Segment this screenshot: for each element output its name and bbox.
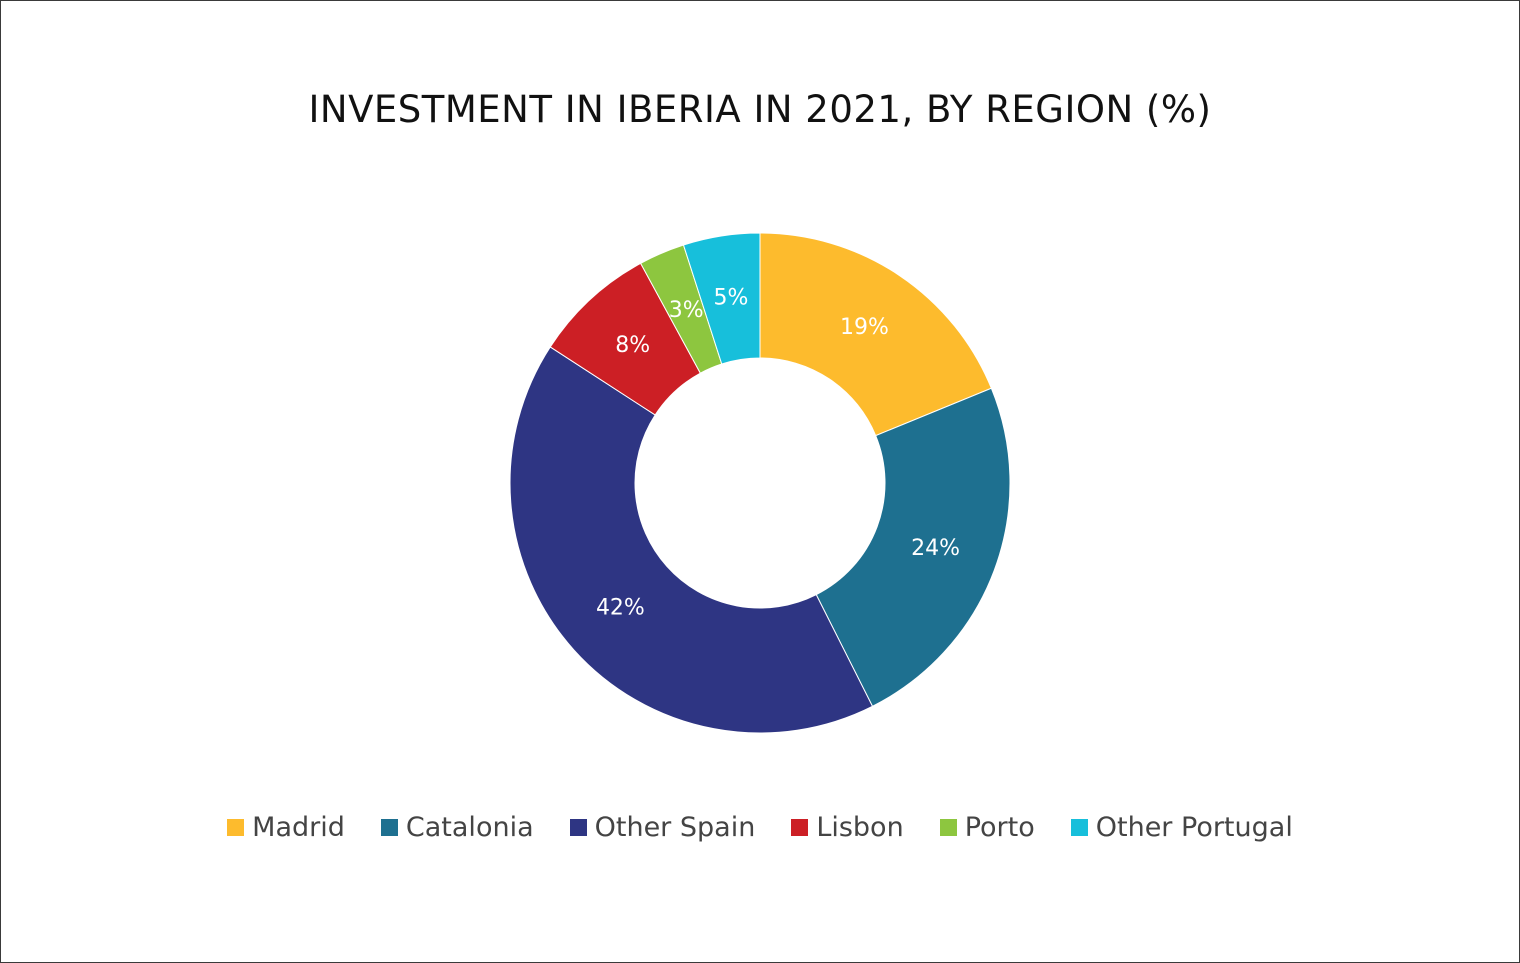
labels-group: 19% 24% 42% 8% 3% 5% <box>596 285 960 620</box>
legend-swatch <box>227 819 245 836</box>
data-label-other-spain: 42% <box>596 596 645 621</box>
legend-item-porto: Porto <box>939 812 1035 843</box>
legend-item-madrid: Madrid <box>227 812 345 843</box>
slice-catalonia <box>815 387 1011 707</box>
legend-swatch <box>380 819 398 836</box>
legend-item-other-spain: Other Spain <box>569 812 756 843</box>
legend: Madrid Catalonia Other Spain Lisbon Porto Oth… <box>0 812 1520 843</box>
legend-label: Other Portugal <box>1095 812 1293 843</box>
data-label-catalonia: 24% <box>911 536 960 561</box>
legend-label: Other Spain <box>594 812 756 843</box>
legend-item-other-portugal: Other Portugal <box>1070 812 1293 843</box>
chart-title: INVESTMENT IN IBERIA IN 2021, BY REGION … <box>308 88 1212 131</box>
slice-madrid <box>759 232 992 437</box>
legend-item-catalonia: Catalonia <box>380 812 534 843</box>
data-label-madrid: 19% <box>840 315 889 340</box>
slices-group <box>509 232 1011 734</box>
legend-label: Porto <box>964 812 1035 843</box>
data-label-other-portugal: 5% <box>714 285 749 310</box>
slice-other-portugal <box>682 232 761 365</box>
legend-swatch <box>569 819 587 836</box>
legend-item-lisbon: Lisbon <box>791 812 904 843</box>
legend-label: Catalonia <box>405 812 534 843</box>
legend-swatch <box>939 819 957 836</box>
data-label-porto: 3% <box>669 298 704 323</box>
legend-label: Madrid <box>252 812 345 843</box>
slice-other-spain <box>509 346 874 734</box>
legend-swatch <box>791 819 809 836</box>
legend-swatch <box>1070 819 1088 836</box>
data-label-lisbon: 8% <box>615 333 650 358</box>
legend-label: Lisbon <box>816 812 904 843</box>
